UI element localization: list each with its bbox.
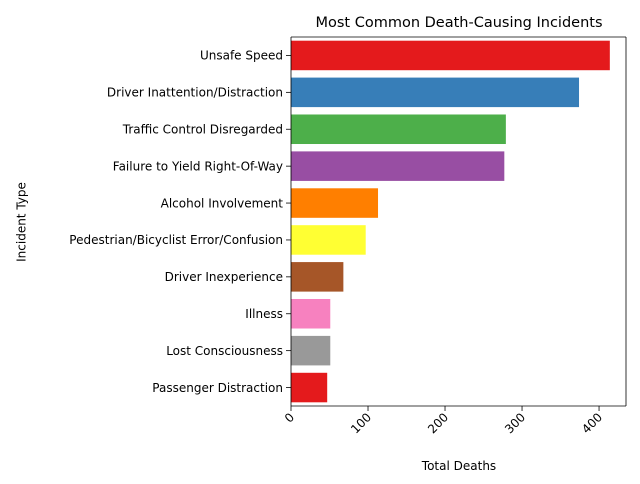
bar-alcohol-involvement [291,188,379,218]
bar-unsafe-speed [291,40,610,71]
y-tick-label: Unsafe Speed [200,49,283,63]
x-tick-label: 100 [348,410,374,436]
y-axis-label: Incident Type [15,182,29,262]
y-tick-label: Driver Inattention/Distraction [107,86,283,100]
x-tick-label: 200 [425,410,451,436]
bars-group [291,40,610,403]
y-tick-label: Lost Consciousness [166,344,283,358]
axes-group [290,36,627,407]
y-tick-label: Illness [245,307,283,321]
y-tick-label: Driver Inexperience [165,270,283,284]
bar-driver-inattention-distraction [291,77,580,108]
y-tick-label: Alcohol Involvement [161,196,284,210]
x-axis-label: Total Deaths [421,459,496,473]
bar-failure-to-yield-right-of-way [291,151,505,181]
y-tick-label: Traffic Control Disregarded [122,122,283,136]
x-tick-label: 300 [502,410,528,436]
bar-illness [291,298,331,329]
y-tick-label: Passenger Distraction [152,381,283,395]
y-tick-label: Failure to Yield Right-Of-Way [113,159,283,173]
y-ticks-group: Unsafe Speed Driver Inattention/Distracti… [69,49,291,395]
x-ticks-group: 0 100 200 300 400 [282,406,605,436]
bar-traffic-control-disregarded [291,114,506,145]
x-tick-label: 400 [579,410,605,436]
y-tick-label: Pedestrian/Bicyclist Error/Confusion [69,233,283,247]
bar-pedestrian-bicyclist-error-confusion [291,225,366,255]
bar-lost-consciousness [291,335,331,366]
chart-title: Most Common Death-Causing Incidents [315,15,602,31]
x-tick-label: 0 [282,410,297,425]
bar-passenger-distraction [291,372,328,403]
bar-driver-inexperience [291,262,344,292]
